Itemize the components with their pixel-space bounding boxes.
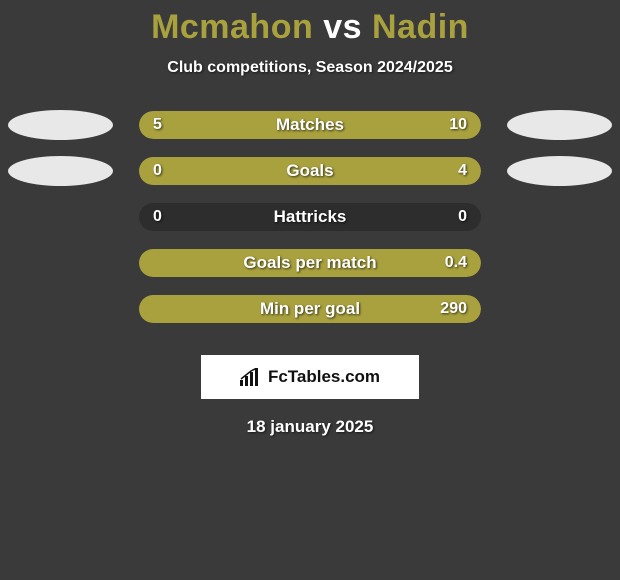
comparison-card: Mcmahon vs Nadin Club competitions, Seas…	[0, 0, 620, 437]
brand-box: FcTables.com	[201, 355, 419, 399]
stat-row: Hattricks00	[0, 203, 620, 249]
stat-row: Min per goal290	[0, 295, 620, 341]
value-right: 290	[139, 295, 481, 323]
bar-chart-icon	[240, 368, 262, 386]
stat-row: Goals04	[0, 157, 620, 203]
vs-separator: vs	[323, 8, 362, 46]
value-right: 0.4	[139, 249, 481, 277]
value-right: 4	[139, 157, 481, 185]
player2-name: Nadin	[372, 8, 469, 46]
player2-badge	[507, 156, 612, 186]
stat-row: Goals per match0.4	[0, 249, 620, 295]
date-text: 18 january 2025	[0, 417, 620, 437]
stat-row: Matches510	[0, 111, 620, 157]
player1-name: Mcmahon	[151, 8, 313, 46]
player2-badge	[507, 110, 612, 140]
player1-badge	[8, 156, 113, 186]
subtitle: Club competitions, Season 2024/2025	[0, 59, 620, 77]
value-right: 10	[139, 111, 481, 139]
stat-rows: Matches510Goals04Hattricks00Goals per ma…	[0, 111, 620, 341]
page-title: Mcmahon vs Nadin	[0, 8, 620, 47]
value-right: 0	[139, 203, 481, 231]
brand-text: FcTables.com	[268, 367, 380, 387]
player1-badge	[8, 110, 113, 140]
